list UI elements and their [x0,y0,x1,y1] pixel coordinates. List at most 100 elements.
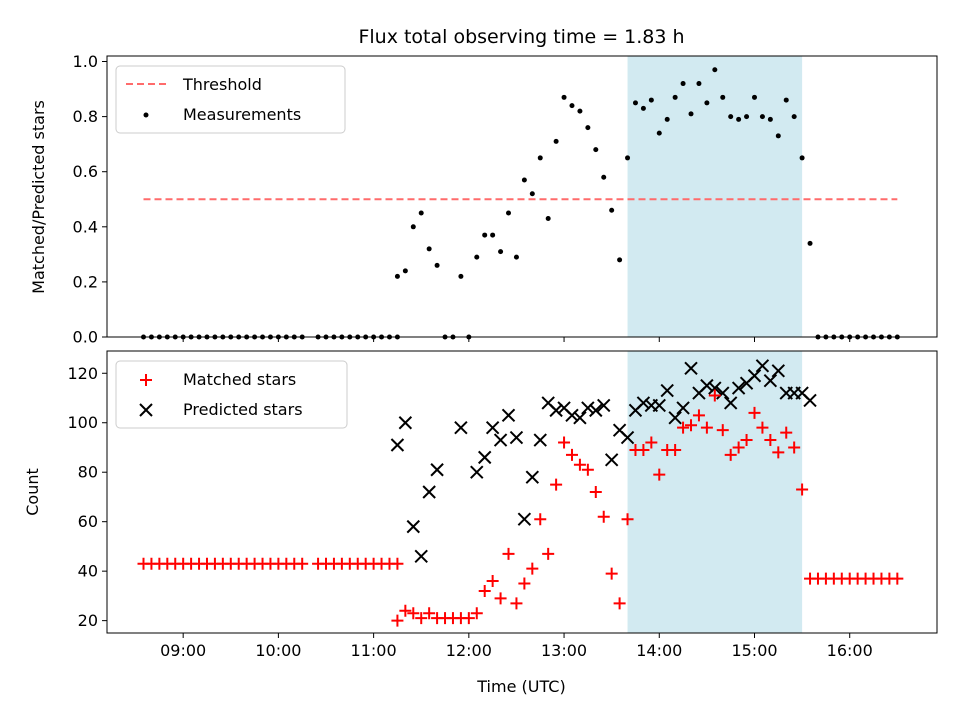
x-axis-label: Time (UTC) [476,677,565,696]
legend-predicted-label: Predicted stars [183,400,303,419]
top-y-ticks: 0.0 0.2 0.4 0.6 0.8 1.0 [73,52,107,347]
matched-star-point [692,409,705,422]
top-axes-frame [106,55,938,338]
predicted-stars-points [390,359,817,564]
bottom-panel: 20 40 60 80 100 120 09:00 10:00 11:00 12:00 13:00… [23,350,938,696]
legend-measurements-marker [143,112,149,118]
matched-star-point [780,426,793,439]
matched-star-point [573,458,586,471]
top-legend-box [115,65,346,134]
matched-star-point [653,468,666,481]
predicted-star-point [581,401,595,415]
predicted-star-point [454,420,468,435]
matched-star-point [510,597,523,610]
measurement-point [577,108,583,114]
y-tick-label: 1.0 [73,52,98,71]
x-tick-label: 14:00 [636,641,682,660]
measurement-point [664,116,670,122]
matched-star-point [502,547,515,560]
matched-star-point [494,592,507,605]
measurement-point [648,97,654,103]
top-x-ticks [182,337,851,342]
measurement-point [394,273,400,279]
measurement-point [625,155,631,161]
x-tick-label: 11:00 [351,641,397,660]
predicted-star-point [509,430,524,445]
predicted-star-point [803,393,817,408]
top-y-axis-label: Matched/Predicted stars [29,100,48,294]
measurement-point [680,81,686,87]
y-tick-label: 80 [78,463,98,482]
predicted-star-point [636,396,651,410]
y-tick-label: 120 [67,364,98,383]
bottom-legend-box [115,360,348,429]
measurement-point [688,111,694,117]
matched-star-point [399,604,412,617]
matched-star-point [407,607,420,620]
bottom-y-axis-label: Count [23,468,42,516]
matched-star-point [788,441,801,454]
measurement-point [799,155,805,161]
measurement-point [601,174,607,180]
y-tick-label: 0.2 [73,272,98,291]
matched-star-point [764,434,777,447]
predicted-star-point [565,408,579,423]
matched-star-point [716,424,729,437]
predicted-star-point [517,512,532,526]
matched-star-point [518,577,531,590]
matched-star-point [740,434,753,447]
x-tick-label: 15:00 [731,641,777,660]
matched-star-point [605,567,618,580]
predicted-star-point [525,470,540,484]
predicted-star-point [763,373,778,388]
y-tick-label: 40 [78,562,98,581]
predicted-star-point [620,430,635,445]
matched-star-point [708,389,721,402]
matched-star-point [526,562,539,575]
bottom-x-ticks: 09:00 10:00 11:00 12:00 13:00 14:00 15:00 16:00 [160,633,873,660]
predicted-star-point [390,438,405,452]
predicted-star-point [406,519,420,534]
predicted-star-point [549,403,563,418]
measurement-point [775,133,781,139]
predicted-star-point [485,420,500,435]
predicted-star-point [398,416,413,430]
measurement-point [426,246,432,252]
bottom-legend: Matched stars Predicted stars [115,360,348,429]
measurement-point [482,232,488,238]
predicted-star-point [493,433,508,447]
measurement-point [751,94,757,100]
legend-matched-label: Matched stars [183,370,296,389]
x-tick-label: 10:00 [255,641,301,660]
measurement-point [783,97,789,103]
predicted-star-point [668,411,682,425]
measurement-point [553,138,559,144]
matched-star-point [534,513,547,526]
matched-star-point [423,607,436,620]
matched-star-point [391,557,404,570]
predicted-star-point [477,450,492,465]
predicted-star-point [573,411,587,425]
measurement-point [458,273,464,279]
measurement-point [506,210,512,216]
y-tick-label: 0.6 [73,162,98,181]
predicted-star-point [652,398,666,413]
matched-star-point [724,448,737,461]
measurement-point [569,103,575,109]
measurement-point [490,232,496,238]
matched-star-point [756,421,769,434]
measurement-point [807,240,813,246]
matched-star-point [565,448,578,461]
x-tick-label: 12:00 [446,641,492,660]
predicted-star-point [422,485,436,499]
matched-star-point [621,513,634,526]
measurement-point [402,268,408,274]
measurement-point [712,67,718,73]
top-panel: 0.0 0.2 0.4 0.6 0.8 1.0 Matched/Predicted sta… [29,52,938,347]
matched-stars-points [137,389,904,627]
predicted-star-point [676,401,690,415]
legend-measurements-label: Measurements [183,105,301,124]
matched-star-point [637,443,650,456]
measurement-point [410,224,416,230]
